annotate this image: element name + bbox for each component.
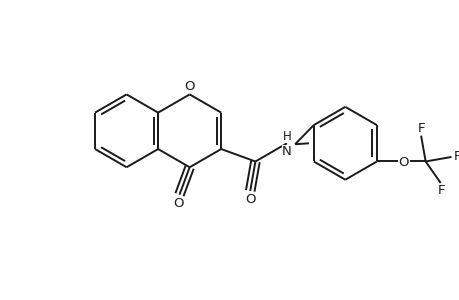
Text: N: N	[281, 145, 291, 158]
Text: O: O	[173, 197, 183, 210]
Text: F: F	[437, 184, 444, 197]
Text: O: O	[245, 193, 255, 206]
Text: F: F	[416, 122, 424, 135]
Text: O: O	[184, 80, 195, 92]
Text: F: F	[453, 150, 459, 163]
Text: H: H	[282, 130, 291, 143]
Text: O: O	[397, 156, 408, 169]
